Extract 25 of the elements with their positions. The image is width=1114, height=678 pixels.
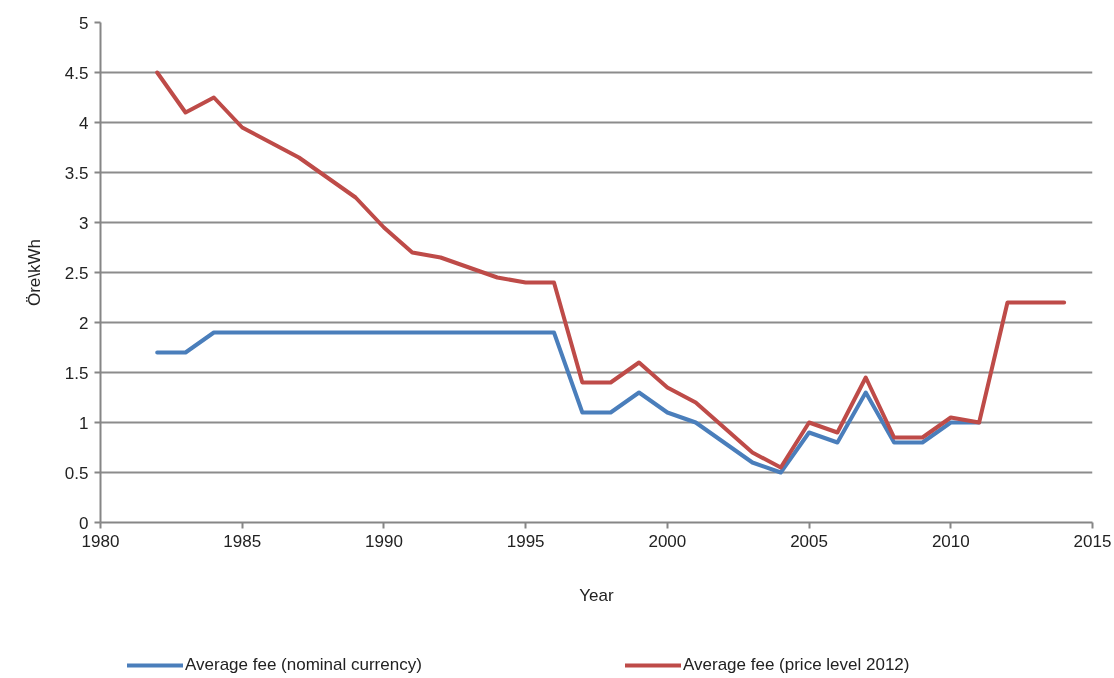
line-series [155,70,1067,470]
x-axis-title: Year [579,585,615,605]
y-tick-label: 2 [79,313,89,333]
y-tick-label: 1.5 [64,363,89,383]
y-tick-label: 0.5 [64,463,89,483]
y-tick-label: 3.5 [64,163,89,183]
line-series [155,330,982,475]
y-tick-label: 4 [79,113,89,133]
x-tick-label: 1985 [223,531,262,551]
y-tick-label: 5 [79,13,89,33]
x-tick-label: 2015 [1073,531,1112,551]
x-tick-label: 1980 [81,531,120,551]
y-axis-title: Öre\kWh [24,238,44,307]
x-tick-label: 1995 [506,531,545,551]
legend-label: Average fee (nominal currency) [185,655,423,675]
x-tick-label: 2000 [648,531,687,551]
x-tick-label: 2005 [790,531,828,551]
y-tick-label: 1 [79,413,89,433]
y-tick-label: 4.5 [64,63,89,83]
x-tick-label: 1990 [365,531,403,551]
y-tick-label: 2.5 [64,263,89,283]
y-tick-label: 3 [79,213,89,233]
y-tick-label: 0 [79,513,89,533]
legend-label: Average fee (price level 2012) [683,655,911,675]
x-tick-label: 2010 [931,531,970,551]
